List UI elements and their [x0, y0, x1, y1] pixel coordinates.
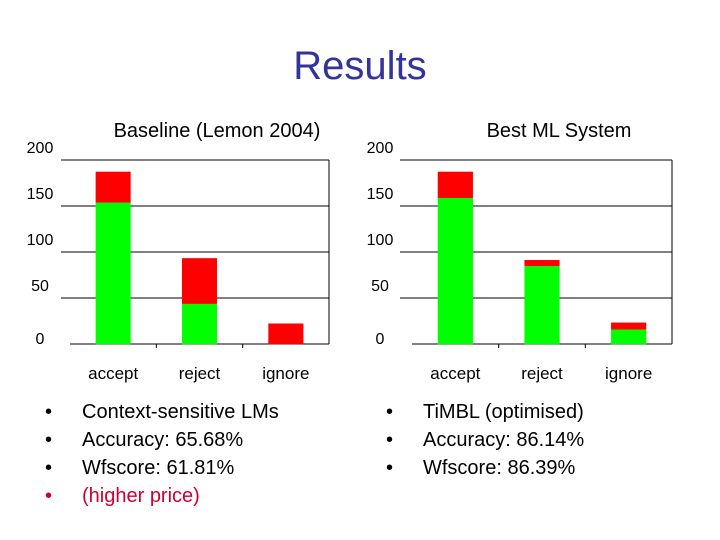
y-tick-label: 100 [367, 232, 394, 249]
bar-segment-red [95, 171, 131, 203]
x-tick-label: ignore [262, 364, 309, 383]
y-tick-label: 200 [367, 140, 394, 157]
bar-segment-red [181, 258, 218, 304]
bullet-item: Accuracy: 86.14% [386, 426, 584, 454]
x-tick-label: accept [88, 364, 138, 383]
bar-segment-green [95, 202, 131, 345]
y-tick-label: 200 [27, 140, 54, 157]
best-ml-bullet-list: TiMBL (optimised) Accuracy: 86.14% Wfsco… [386, 398, 584, 482]
bar-segment-red [611, 322, 647, 330]
bar-segment-green [181, 303, 218, 345]
x-tick-label: accept [430, 364, 480, 383]
bullet-item-note: (higher price) [45, 482, 279, 510]
y-tick-label: 0 [36, 331, 45, 348]
bar-segment-green [524, 265, 560, 345]
bar-segment-red [437, 171, 473, 198]
y-tick-label: 100 [27, 232, 54, 249]
baseline-bullet-list: Context-sensitive LMs Accuracy: 65.68% W… [45, 398, 279, 510]
bullet-item: Wfscore: 86.39% [386, 454, 584, 482]
y-tick-label: 0 [376, 331, 385, 348]
chart-title: Baseline (Lemon 2004) [114, 120, 321, 142]
y-tick-label: 150 [367, 186, 394, 203]
bar-segment-red [524, 260, 560, 267]
y-tick-label: 50 [371, 278, 389, 295]
y-tick-label: 150 [27, 186, 54, 203]
bullet-item: Accuracy: 65.68% [45, 426, 279, 454]
bullet-item: TiMBL (optimised) [386, 398, 584, 426]
chart-title: Best ML System [487, 120, 632, 142]
bullet-item: Wfscore: 61.81% [45, 454, 279, 482]
x-tick-label: reject [179, 364, 221, 383]
best-ml-chart: Best ML System 0 50 100 150 200 accept reject ig… [367, 120, 673, 383]
x-tick-label: reject [521, 364, 563, 383]
slide-title: Results [293, 44, 427, 88]
bullet-item: Context-sensitive LMs [45, 398, 279, 426]
bar-segment-green [437, 197, 473, 345]
bar-segment-red [268, 323, 304, 345]
y-tick-label: 50 [31, 278, 49, 295]
baseline-chart: Baseline (Lemon 2004) 0 50 100 150 200 accept r… [27, 120, 330, 383]
bar-segment-green [611, 329, 647, 345]
x-tick-label: ignore [605, 364, 652, 383]
